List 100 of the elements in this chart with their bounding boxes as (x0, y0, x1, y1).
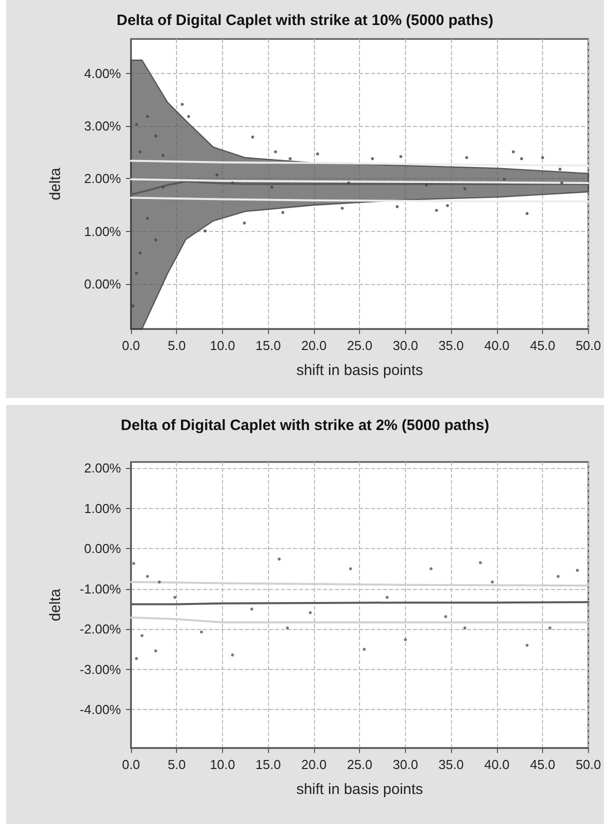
point (146, 115, 149, 118)
point (370, 157, 374, 160)
point (231, 653, 234, 656)
point (286, 626, 289, 630)
point (242, 222, 246, 225)
x-tick-label: 30.0 (392, 757, 418, 772)
point (556, 574, 560, 578)
point (131, 304, 134, 308)
x-tick-label: 0.0 (122, 338, 140, 353)
point (134, 122, 138, 126)
chart-title: Delta of Digital Caplet with strike at 2% (5000 paths) (120, 417, 490, 434)
x-tick-label: 30.0 (392, 338, 418, 353)
x-tick-label: 35.0 (438, 338, 464, 353)
point (404, 638, 407, 642)
point (340, 206, 344, 210)
y-tick-label: 4.00% (84, 66, 122, 81)
y-tick-label: 2.00% (84, 171, 122, 186)
point (444, 615, 448, 618)
point (162, 154, 165, 158)
point (386, 596, 389, 599)
point (349, 567, 352, 570)
point (396, 205, 399, 208)
x-tick-label: 25.0 (347, 757, 372, 772)
x-axis-title: shift in basis points (296, 781, 424, 798)
y-tick-label: 1.00% (84, 500, 122, 516)
point (465, 156, 468, 160)
x-tick-label: 50.0 (576, 338, 602, 353)
chart-title: Delta of Digital Caplet with strike at 10% (5000 paths) (116, 12, 494, 29)
point (520, 157, 524, 160)
x-tick-label: 25.0 (347, 338, 372, 353)
point (558, 168, 562, 171)
point (138, 150, 142, 154)
point (204, 229, 207, 232)
point (154, 134, 158, 138)
point (146, 216, 149, 220)
y-tick-label: 0.00% (84, 276, 122, 292)
point (215, 174, 218, 177)
point (288, 157, 292, 160)
point (270, 186, 274, 189)
y-tick-label: 3.00% (84, 118, 122, 134)
y-tick-label: 2.00% (84, 460, 122, 476)
point (140, 634, 144, 638)
point (541, 156, 544, 160)
x-tick-label: 50.0 (576, 757, 602, 772)
x-tick-label: 0.0 (122, 757, 140, 772)
y-tick-label: 1.00% (84, 224, 122, 239)
point (490, 580, 494, 584)
point (146, 574, 149, 578)
point (278, 558, 281, 561)
x-tick-label: 10.0 (210, 338, 236, 353)
y-tick-label: -1.00% (80, 581, 122, 596)
point (231, 181, 234, 184)
point (138, 252, 142, 255)
x-tick-label: 15.0 (256, 757, 281, 772)
point (162, 186, 165, 189)
point (399, 155, 402, 158)
x-axis-title: shift in basis points (296, 362, 424, 379)
x-tick-label: 20.0 (301, 757, 327, 772)
x-tick-label: 40.0 (484, 338, 510, 353)
x-tick-label: 35.0 (438, 757, 464, 772)
point (154, 238, 158, 242)
point (548, 626, 552, 630)
point (134, 657, 138, 660)
point (435, 208, 438, 212)
x-tick-label: 5.0 (168, 338, 186, 353)
point (274, 150, 278, 154)
point (446, 204, 449, 208)
x-tick-label: 10.0 (210, 757, 236, 772)
point (347, 181, 350, 184)
point (430, 567, 433, 570)
point (173, 596, 176, 599)
x-tick-label: 45.0 (530, 757, 556, 772)
point (316, 152, 320, 156)
point (250, 608, 254, 611)
point (576, 568, 579, 572)
point (526, 644, 529, 647)
point (187, 115, 190, 118)
y-tick-label: -3.00% (80, 662, 122, 677)
y-axis-title: delta (47, 167, 64, 200)
point (251, 136, 254, 139)
point (512, 150, 515, 154)
y-tick-label: -4.00% (80, 702, 122, 718)
point (281, 210, 284, 214)
point (478, 561, 482, 564)
point (158, 580, 161, 584)
point (424, 184, 428, 187)
point (526, 212, 529, 216)
x-tick-label: 40.0 (484, 757, 510, 772)
point (154, 649, 158, 652)
point (200, 630, 203, 634)
point (132, 562, 136, 566)
x-tick-label: 5.0 (168, 757, 186, 772)
point (463, 626, 466, 630)
y-axis-title: delta (47, 588, 64, 622)
point (502, 178, 506, 181)
x-tick-label: 20.0 (301, 338, 327, 353)
point (560, 181, 564, 184)
point (134, 272, 138, 275)
y-tick-label: -2.00% (80, 622, 122, 637)
x-tick-label: 45.0 (530, 338, 556, 353)
